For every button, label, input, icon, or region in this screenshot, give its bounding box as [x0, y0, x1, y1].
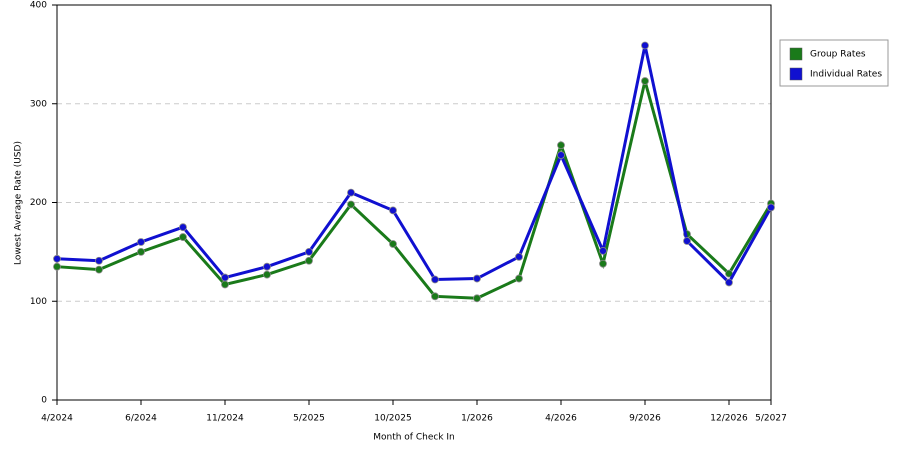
data-point: [599, 246, 607, 255]
series-line: [56, 80, 773, 300]
data-point: [179, 233, 187, 241]
data-point: [263, 270, 271, 279]
x-tick-label: 5/2027: [755, 414, 787, 424]
x-axis-title: Month of Check In: [373, 433, 455, 443]
data-point: [473, 274, 481, 283]
data-point: [347, 200, 355, 209]
data-point: [305, 247, 313, 256]
data-point: [53, 254, 61, 263]
data-point: [137, 247, 145, 256]
x-tick-label: 12/2026: [710, 414, 748, 424]
x-tick-label: 5/2025: [293, 414, 325, 424]
data-point: [53, 262, 61, 271]
y-tick-label: 300: [30, 99, 47, 109]
x-tick-label: 1/2026: [461, 414, 493, 424]
data-point: [641, 77, 649, 85]
x-tick-label: 4/2024: [41, 414, 73, 424]
data-point: [515, 252, 523, 261]
x-tick-label: 11/2024: [206, 414, 244, 424]
data-point: [725, 278, 733, 287]
data-point: [557, 151, 565, 160]
x-tick-label: 6/2024: [125, 414, 157, 424]
data-point: [599, 259, 607, 268]
data-point: [557, 141, 565, 150]
x-tick-label: 4/2026: [545, 414, 577, 424]
data-point: [137, 238, 145, 246]
legend-swatch: [789, 67, 803, 81]
y-tick-label: 0: [41, 396, 47, 406]
legend-label: Individual Rates: [810, 70, 882, 80]
data-point: [347, 188, 355, 197]
data-point: [641, 41, 649, 50]
legend-label: Group Rates: [810, 50, 866, 60]
data-point: [221, 280, 229, 289]
y-tick-label: 100: [30, 297, 47, 307]
data-point: [389, 206, 397, 215]
data-point: [389, 240, 397, 248]
data-point: [515, 274, 523, 283]
data-point: [767, 203, 775, 212]
y-tick-label: 200: [30, 198, 47, 208]
data-point: [431, 275, 439, 284]
data-point: [305, 256, 313, 265]
data-point: [179, 223, 187, 232]
y-tick-label: 400: [30, 1, 47, 11]
series-line: [56, 45, 773, 285]
data-point: [263, 262, 271, 271]
data-point: [95, 256, 103, 265]
data-point: [221, 273, 229, 282]
data-point: [95, 265, 103, 274]
data-point: [431, 292, 439, 301]
legend-swatch: [789, 47, 803, 61]
data-point: [473, 294, 481, 303]
y-axis-title: Lowest Average Rate (USD): [14, 141, 24, 265]
x-tick-label: 10/2025: [374, 414, 411, 424]
data-point: [683, 237, 691, 245]
x-tick-label: 9/2026: [629, 414, 661, 424]
